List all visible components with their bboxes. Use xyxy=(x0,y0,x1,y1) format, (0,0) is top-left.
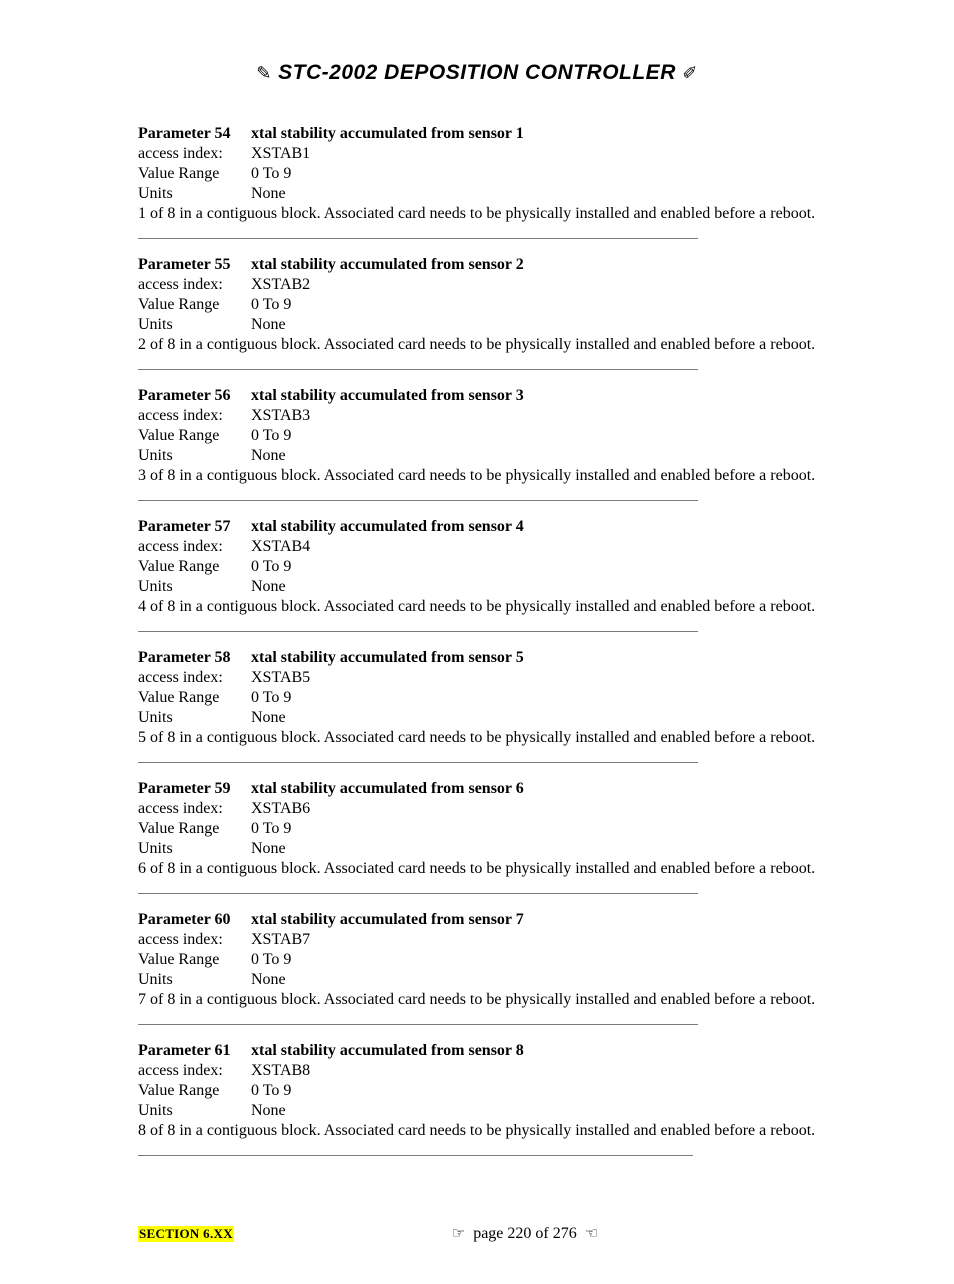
hand-left-icon: ☞ xyxy=(452,1226,465,1242)
divider xyxy=(138,762,698,763)
access-index-label: access index: xyxy=(138,275,251,295)
access-index-value: XSTAB3 xyxy=(251,406,310,426)
value-range-value: 0 To 9 xyxy=(251,426,291,446)
value-range-value: 0 To 9 xyxy=(251,164,291,184)
parameter-block: Parameter 59xtal stability accumulated f… xyxy=(138,779,864,894)
divider xyxy=(138,238,698,239)
pencil-right-icon: ✐ xyxy=(682,63,698,83)
units-value: None xyxy=(251,708,286,728)
divider xyxy=(138,369,698,370)
value-range-value: 0 To 9 xyxy=(251,1081,291,1101)
param-number: Parameter 56 xyxy=(138,386,251,406)
units-value: None xyxy=(251,839,286,859)
value-range-label: Value Range xyxy=(138,295,251,315)
units-label: Units xyxy=(138,1101,251,1121)
access-index-value: XSTAB2 xyxy=(251,275,310,295)
units-value: None xyxy=(251,184,286,204)
units-label: Units xyxy=(138,839,251,859)
value-range-label: Value Range xyxy=(138,950,251,970)
param-title: xtal stability accumulated from sensor 1 xyxy=(251,124,524,144)
value-range-value: 0 To 9 xyxy=(251,688,291,708)
value-range-label: Value Range xyxy=(138,1081,251,1101)
param-title: xtal stability accumulated from sensor 4 xyxy=(251,517,524,537)
parameter-block: Parameter 61xtal stability accumulated f… xyxy=(138,1041,864,1156)
param-note: 2 of 8 in a contiguous block. Associated… xyxy=(138,335,864,355)
divider xyxy=(138,1024,698,1025)
param-note: 4 of 8 in a contiguous block. Associated… xyxy=(138,597,864,617)
pencil-left-icon: ✎ xyxy=(256,63,272,83)
header-title: STC-2002 DEPOSITION CONTROLLER xyxy=(278,61,676,84)
access-index-label: access index: xyxy=(138,930,251,950)
units-value: None xyxy=(251,446,286,466)
access-index-value: XSTAB6 xyxy=(251,799,310,819)
page-number: ☞ page 220 of 276 ☜ xyxy=(146,1224,904,1244)
access-index-value: XSTAB8 xyxy=(251,1061,310,1081)
units-label: Units xyxy=(138,184,251,204)
access-index-label: access index: xyxy=(138,1061,251,1081)
units-label: Units xyxy=(138,970,251,990)
access-index-value: XSTAB4 xyxy=(251,537,310,557)
content-area: Parameter 54xtal stability accumulated f… xyxy=(50,124,904,1156)
value-range-label: Value Range xyxy=(138,688,251,708)
hand-right-icon: ☜ xyxy=(585,1226,598,1242)
param-note: 6 of 8 in a contiguous block. Associated… xyxy=(138,859,864,879)
divider xyxy=(138,1155,693,1156)
parameter-block: Parameter 58xtal stability accumulated f… xyxy=(138,648,864,763)
param-title: xtal stability accumulated from sensor 7 xyxy=(251,910,524,930)
units-value: None xyxy=(251,970,286,990)
access-index-label: access index: xyxy=(138,144,251,164)
units-label: Units xyxy=(138,446,251,466)
access-index-label: access index: xyxy=(138,537,251,557)
units-value: None xyxy=(251,315,286,335)
param-note: 3 of 8 in a contiguous block. Associated… xyxy=(138,466,864,486)
param-title: xtal stability accumulated from sensor 2 xyxy=(251,255,524,275)
page-header: ✎ STC-2002 DEPOSITION CONTROLLER ✐ xyxy=(50,60,904,86)
param-number: Parameter 57 xyxy=(138,517,251,537)
parameter-block: Parameter 57xtal stability accumulated f… xyxy=(138,517,864,632)
param-note: 8 of 8 in a contiguous block. Associated… xyxy=(138,1121,864,1141)
value-range-value: 0 To 9 xyxy=(251,295,291,315)
param-number: Parameter 60 xyxy=(138,910,251,930)
value-range-value: 0 To 9 xyxy=(251,819,291,839)
value-range-label: Value Range xyxy=(138,557,251,577)
page-footer: SECTION 6.XX ☞ page 220 of 276 ☜ xyxy=(50,1224,904,1244)
param-title: xtal stability accumulated from sensor 5 xyxy=(251,648,524,668)
param-title: xtal stability accumulated from sensor 3 xyxy=(251,386,524,406)
param-note: 7 of 8 in a contiguous block. Associated… xyxy=(138,990,864,1010)
value-range-label: Value Range xyxy=(138,819,251,839)
access-index-value: XSTAB5 xyxy=(251,668,310,688)
units-value: None xyxy=(251,577,286,597)
access-index-label: access index: xyxy=(138,406,251,426)
access-index-value: XSTAB7 xyxy=(251,930,310,950)
units-value: None xyxy=(251,1101,286,1121)
param-title: xtal stability accumulated from sensor 6 xyxy=(251,779,524,799)
access-index-label: access index: xyxy=(138,799,251,819)
param-number: Parameter 58 xyxy=(138,648,251,668)
value-range-value: 0 To 9 xyxy=(251,950,291,970)
units-label: Units xyxy=(138,708,251,728)
value-range-value: 0 To 9 xyxy=(251,557,291,577)
access-index-label: access index: xyxy=(138,668,251,688)
param-number: Parameter 55 xyxy=(138,255,251,275)
divider xyxy=(138,500,698,501)
param-title: xtal stability accumulated from sensor 8 xyxy=(251,1041,524,1061)
parameter-block: Parameter 60xtal stability accumulated f… xyxy=(138,910,864,1025)
divider xyxy=(138,631,698,632)
parameter-block: Parameter 56xtal stability accumulated f… xyxy=(138,386,864,501)
access-index-value: XSTAB1 xyxy=(251,144,310,164)
units-label: Units xyxy=(138,577,251,597)
value-range-label: Value Range xyxy=(138,426,251,446)
page-text: page 220 of 276 xyxy=(473,1225,577,1242)
units-label: Units xyxy=(138,315,251,335)
param-note: 1 of 8 in a contiguous block. Associated… xyxy=(138,204,864,224)
divider xyxy=(138,893,698,894)
param-number: Parameter 54 xyxy=(138,124,251,144)
parameter-block: Parameter 55xtal stability accumulated f… xyxy=(138,255,864,370)
parameter-block: Parameter 54xtal stability accumulated f… xyxy=(138,124,864,239)
param-number: Parameter 61 xyxy=(138,1041,251,1061)
value-range-label: Value Range xyxy=(138,164,251,184)
param-note: 5 of 8 in a contiguous block. Associated… xyxy=(138,728,864,748)
param-number: Parameter 59 xyxy=(138,779,251,799)
